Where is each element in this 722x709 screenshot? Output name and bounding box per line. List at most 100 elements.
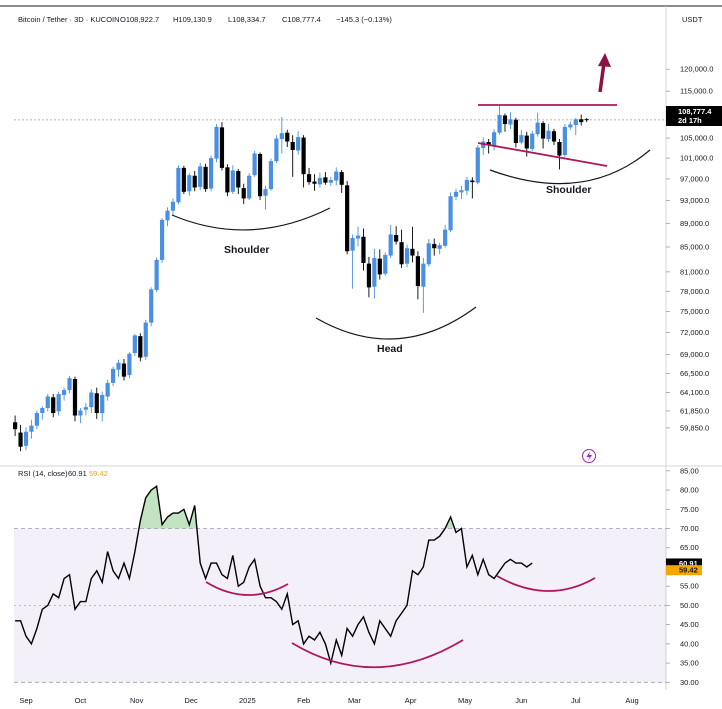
candle-body: [290, 142, 295, 150]
symbol-title: Bitcoin / Tether · 3D · KUCOIN: [18, 15, 120, 24]
rsi-tick-label: 75.00: [680, 505, 699, 514]
candle-body: [214, 126, 219, 159]
candle: [443, 225, 448, 248]
candle-body: [568, 124, 573, 128]
price-tick-label: 61,850.0: [680, 406, 709, 415]
candle-body: [72, 378, 78, 416]
ohlc-close: C108,777.4: [282, 15, 321, 24]
time-tick-label: Dec: [184, 696, 198, 705]
candle: [339, 169, 344, 193]
candle-body: [453, 191, 459, 197]
candle-body: [355, 235, 361, 239]
price-tick-label: 120,000.0: [680, 65, 713, 74]
candle: [530, 130, 535, 151]
candle: [394, 226, 399, 245]
candle-body: [154, 259, 159, 290]
candle-body: [62, 390, 67, 395]
candle: [230, 165, 235, 195]
candle: [198, 162, 203, 191]
candle: [263, 185, 268, 210]
candle: [149, 287, 154, 327]
candle-body: [181, 167, 186, 192]
candle-body: [443, 229, 448, 246]
candle: [225, 164, 230, 197]
candle-body: [301, 137, 306, 175]
candle-body: [13, 422, 18, 430]
candle: [317, 172, 323, 188]
time-tick-label: Oct: [75, 696, 88, 705]
candle-body: [56, 394, 61, 412]
candle: [410, 226, 415, 263]
candle-body: [170, 201, 176, 211]
candle: [345, 181, 350, 255]
candle: [13, 415, 18, 437]
candle-body: [149, 289, 154, 323]
rsi-tick-label: 45.00: [680, 620, 699, 629]
candle-body: [23, 431, 29, 446]
candle: [497, 105, 502, 135]
price-tick-label: 75,000.0: [680, 307, 709, 316]
candle-body: [497, 115, 502, 133]
candle-body: [508, 119, 513, 125]
right-shoulder-curve: [489, 149, 651, 185]
candle-body: [143, 322, 148, 357]
candle: [513, 117, 518, 148]
price-pane[interactable]: Bitcoin / Tether · 3D · KUCOIN O108,922.…: [0, 5, 722, 690]
candle: [290, 135, 295, 177]
price-tick-label: 64,100.0: [680, 388, 709, 397]
candle: [67, 375, 72, 394]
rsi-value-badge: [666, 558, 702, 569]
candle: [481, 137, 486, 156]
candle: [34, 410, 39, 430]
candle: [312, 174, 317, 191]
rsi-right-shoulder-curve: [496, 575, 596, 592]
lightning-icon[interactable]: [582, 449, 596, 463]
candle: [83, 403, 88, 416]
candle-body: [78, 410, 83, 416]
time-tick-label: Jun: [515, 696, 527, 705]
time-tick-label: Jul: [571, 696, 581, 705]
candle-body: [203, 166, 208, 190]
candle: [252, 150, 257, 177]
candle-body: [230, 170, 235, 192]
candle-body: [165, 210, 170, 221]
time-tick-label: 2025: [239, 696, 256, 705]
candle-body: [448, 196, 453, 231]
candle-body: [116, 362, 121, 370]
candle-body: [573, 119, 578, 125]
candle-body: [323, 177, 328, 183]
time-tick-label: Sep: [19, 696, 32, 705]
rsi-tick-label: 80.00: [680, 486, 699, 495]
candle: [116, 359, 121, 377]
candle: [301, 135, 306, 188]
candle-body: [470, 180, 475, 183]
candle-body: [366, 263, 372, 288]
candle: [426, 239, 431, 267]
candle: [138, 333, 143, 362]
candle-body: [459, 190, 464, 193]
price-tick-label: 97,000.0: [680, 174, 709, 183]
candle-body: [328, 179, 333, 183]
candle-body: [127, 353, 132, 376]
time-tick-label: Nov: [130, 696, 144, 705]
time-axis: Sep Oct Nov Dec 2025 Feb Mar Apr May Jun Jul Aug: [19, 696, 638, 705]
candle-body: [268, 161, 274, 190]
rsi-pane[interactable]: 85.0080.0075.0070.0065.0060.0055.0050.00…: [14, 466, 702, 687]
candle-body: [361, 236, 366, 264]
candle: [432, 238, 437, 256]
candle-body: [192, 175, 197, 188]
candle-body: [492, 132, 497, 146]
candle: [519, 129, 524, 145]
candle-body: [557, 142, 562, 156]
candle: [334, 167, 339, 186]
candle: [29, 419, 34, 439]
candle: [45, 394, 50, 412]
candle-body: [18, 432, 23, 447]
candle-body: [502, 115, 508, 125]
candle: [219, 122, 225, 171]
candle: [568, 121, 573, 131]
candle-body: [159, 219, 165, 260]
candle: [573, 117, 578, 136]
candle: [372, 248, 377, 299]
candle: [306, 167, 312, 185]
